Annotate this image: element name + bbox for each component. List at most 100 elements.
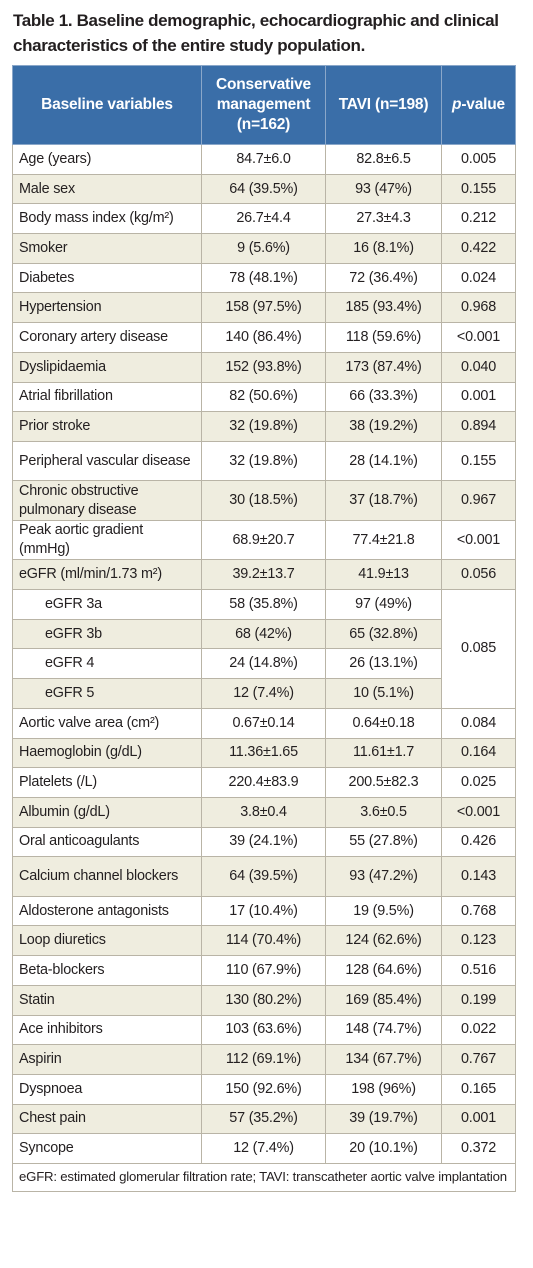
tavi-value: 41.9±13 xyxy=(325,559,442,591)
pvalue: 0.001 xyxy=(441,1103,516,1135)
table-row: Dyslipidaemia 152 (93.8%) 173 (87.4%) 0.040 xyxy=(12,351,516,383)
tavi-value: 93 (47%) xyxy=(325,173,442,205)
pvalue: 0.143 xyxy=(441,856,516,897)
pvalue: 0.025 xyxy=(441,767,516,798)
table-caption: Table 1. Baseline demographic, echocardi… xyxy=(13,11,499,55)
tavi-value: 28 (14.1%) xyxy=(325,440,442,482)
row-label: Aspirin xyxy=(12,1044,202,1075)
baseline-characteristics-table: Baseline variables Conservative manageme… xyxy=(12,65,516,1192)
pvalue: 0.165 xyxy=(441,1073,516,1105)
conservative-value: 68.9±20.7 xyxy=(201,519,326,561)
table-row: Aldosterone antagonists 17 (10.4%) 19 (9.5… xyxy=(12,895,516,927)
pvalue: <0.001 xyxy=(441,322,516,353)
conservative-value: 30 (18.5%) xyxy=(201,480,326,521)
tavi-value: 72 (36.4%) xyxy=(325,262,442,294)
pvalue: <0.001 xyxy=(441,796,516,828)
header-conservative: Conservative management (n=162) xyxy=(201,65,326,145)
tavi-value: 10 (5.1%) xyxy=(325,678,442,709)
row-label: eGFR 3a xyxy=(12,589,202,620)
table-row: Hypertension 158 (97.5%) 185 (93.4%) 0.968 xyxy=(12,292,516,324)
pvalue: 0.516 xyxy=(441,955,516,986)
conservative-value: 112 (69.1%) xyxy=(201,1044,326,1075)
table-row: Atrial fibrillation 82 (50.6%) 66 (33.3%) 0… xyxy=(12,381,516,413)
pvalue: 0.426 xyxy=(441,826,516,858)
pvalue: 0.001 xyxy=(441,381,516,413)
conservative-value: 110 (67.9%) xyxy=(201,955,326,986)
table-row: Syncope 12 (7.4%) 20 (10.1%) 0.372 xyxy=(12,1133,516,1164)
pvalue: 0.022 xyxy=(441,1014,516,1046)
conservative-value: 103 (63.6%) xyxy=(201,1014,326,1046)
tavi-value: 26 (13.1%) xyxy=(325,648,442,680)
conservative-value: 64 (39.5%) xyxy=(201,173,326,205)
table-row: Aortic valve area (cm²) 0.67±0.14 0.64±0.1… xyxy=(12,707,516,739)
header-pvalue: p-value xyxy=(441,65,516,145)
row-label: Aortic valve area (cm²) xyxy=(12,707,202,739)
row-label: Age (years) xyxy=(12,144,202,175)
table-row: Prior stroke 32 (19.8%) 38 (19.2%) 0.894 xyxy=(12,411,516,442)
table-row: Age (years) 84.7±6.0 82.8±6.5 0.005 xyxy=(12,144,516,175)
tavi-value: 200.5±82.3 xyxy=(325,767,442,798)
row-label: Body mass index (kg/m²) xyxy=(12,203,202,235)
conservative-value: 32 (19.8%) xyxy=(201,440,326,482)
row-label: Atrial fibrillation xyxy=(12,381,202,413)
pvalue-merged: 0.085 xyxy=(441,589,516,709)
tavi-value: 134 (67.7%) xyxy=(325,1044,442,1075)
table-footnote: eGFR: estimated glomerular filtration ra… xyxy=(12,1162,516,1192)
conservative-value: 78 (48.1%) xyxy=(201,262,326,294)
row-label: Dyspnoea xyxy=(12,1073,202,1105)
pvalue: 0.024 xyxy=(441,262,516,294)
tavi-value: 169 (85.4%) xyxy=(325,984,442,1016)
table-row: Body mass index (kg/m²) 26.7±4.4 27.3±4.3 0… xyxy=(12,203,516,235)
tavi-value: 128 (64.6%) xyxy=(325,955,442,986)
tavi-value: 124 (62.6%) xyxy=(325,925,442,957)
table-row: Diabetes 78 (48.1%) 72 (36.4%) 0.024 xyxy=(12,262,516,294)
conservative-value: 0.67±0.14 xyxy=(201,707,326,739)
table-row: Oral anticoagulants 39 (24.1%) 55 (27.8%) 0… xyxy=(12,826,516,858)
table-row: Male sex 64 (39.5%) 93 (47%) 0.155 xyxy=(12,173,516,205)
row-label: eGFR 3b xyxy=(12,618,202,650)
conservative-value: 84.7±6.0 xyxy=(201,144,326,175)
row-label: eGFR (ml/min/1.73 m²) xyxy=(12,559,202,591)
table-row: eGFR 3a 58 (35.8%) 97 (49%) 0.085 xyxy=(12,589,516,709)
pvalue: 0.164 xyxy=(441,737,516,769)
row-label: Beta-blockers xyxy=(12,955,202,986)
footnote-row: eGFR: estimated glomerular filtration ra… xyxy=(12,1162,516,1192)
pvalue: 0.123 xyxy=(441,925,516,957)
pvalue: 0.967 xyxy=(441,480,516,521)
tavi-value: 0.64±0.18 xyxy=(325,707,442,739)
pvalue: 0.422 xyxy=(441,233,516,264)
row-label: Chronic obstructive pulmonary disease xyxy=(12,480,202,521)
conservative-value: 3.8±0.4 xyxy=(201,796,326,828)
pvalue: 0.768 xyxy=(441,895,516,927)
pvalue: <0.001 xyxy=(441,519,516,561)
row-label: Aldosterone antagonists xyxy=(12,895,202,927)
table-row: eGFR 4 24 (14.8%) 26 (13.1%) xyxy=(12,648,516,680)
tavi-value: 118 (59.6%) xyxy=(325,322,442,353)
row-label: Coronary artery disease xyxy=(12,322,202,353)
tavi-value: 3.6±0.5 xyxy=(325,796,442,828)
table-row: Albumin (g/dL) 3.8±0.4 3.6±0.5 <0.001 xyxy=(12,796,516,828)
pvalue: 0.767 xyxy=(441,1044,516,1075)
row-label: eGFR 5 xyxy=(12,678,202,709)
row-label: Chest pain xyxy=(12,1103,202,1135)
row-label: Dyslipidaemia xyxy=(12,351,202,383)
row-label: Haemoglobin (g/dL) xyxy=(12,737,202,769)
table-row: Chest pain 57 (35.2%) 39 (19.7%) 0.001 xyxy=(12,1103,516,1135)
row-label: Syncope xyxy=(12,1133,202,1164)
row-label: Hypertension xyxy=(12,292,202,324)
conservative-value: 11.36±1.65 xyxy=(201,737,326,769)
conservative-value: 130 (80.2%) xyxy=(201,984,326,1016)
row-label: Statin xyxy=(12,984,202,1016)
table-row: Statin 130 (80.2%) 169 (85.4%) 0.199 xyxy=(12,984,516,1016)
tavi-value: 93 (47.2%) xyxy=(325,856,442,897)
row-label: Calcium channel blockers xyxy=(12,856,202,897)
conservative-value: 12 (7.4%) xyxy=(201,1133,326,1164)
conservative-value: 39.2±13.7 xyxy=(201,559,326,591)
pvalue: 0.968 xyxy=(441,292,516,324)
pvalue: 0.005 xyxy=(441,144,516,175)
tavi-value: 66 (33.3%) xyxy=(325,381,442,413)
table-row: Beta-blockers 110 (67.9%) 128 (64.6%) 0.516 xyxy=(12,955,516,986)
row-label: Diabetes xyxy=(12,262,202,294)
tavi-value: 20 (10.1%) xyxy=(325,1133,442,1164)
pvalue: 0.155 xyxy=(441,440,516,482)
